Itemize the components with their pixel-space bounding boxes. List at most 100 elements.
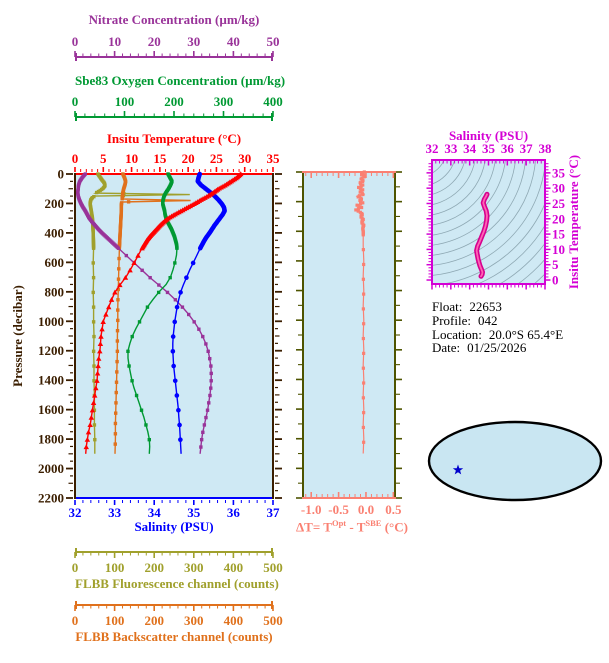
series-nitrate [76, 172, 213, 454]
fluorescence-ruler: 0 100 200 300 400 500 [72, 548, 283, 575]
svg-text:25: 25 [552, 196, 566, 211]
series-temperature [83, 171, 244, 454]
info-float: Float: 22653 [432, 299, 502, 314]
svg-text:100: 100 [105, 560, 125, 575]
svg-text:0.5: 0.5 [385, 502, 402, 517]
svg-text:33: 33 [108, 505, 122, 520]
nitrate-ruler: 0 10 20 30 40 50 [72, 34, 280, 61]
svg-text:36: 36 [227, 505, 241, 520]
svg-text:200: 200 [144, 613, 164, 628]
pressure-axis: 0 200 400 600 800 1000 1200 1400 1600 1800 2000 220… [10, 167, 282, 506]
delta-panel: -1.0 -0.5 0.0 0.5 [296, 170, 402, 517]
svg-text:Pressure (decibar): Pressure (decibar) [10, 285, 25, 387]
oxygen-ruler: 0 100 200 300 400 [72, 94, 283, 121]
svg-text:37: 37 [520, 141, 534, 156]
svg-text:-1.0: -1.0 [301, 502, 322, 517]
svg-text:500: 500 [263, 613, 283, 628]
svg-text:0: 0 [72, 560, 79, 575]
float-info-block: Float: 22653 Profile: 042 Location: 20.0°S … [432, 300, 563, 355]
svg-text:300: 300 [214, 94, 234, 109]
axis-title-oxygen: Sbe83 Oxygen Concentration (µm/kg) [75, 73, 286, 88]
svg-text:25: 25 [210, 151, 224, 166]
svg-text:50: 50 [267, 34, 280, 49]
axis-title-temperature: Insitu Temperature (°C) [106, 131, 242, 146]
axis-title-fluorescence: FLBB Fluorescence channel (counts) [75, 576, 279, 591]
svg-text:34: 34 [463, 141, 477, 156]
svg-text:5: 5 [552, 257, 559, 272]
svg-text:800: 800 [45, 284, 65, 299]
svg-text:-0.5: -0.5 [328, 502, 349, 517]
svg-text:33: 33 [444, 141, 458, 156]
series-salinity [170, 171, 227, 454]
salinity-axis: 32 33 34 35 36 37 [69, 500, 281, 520]
world-map [427, 420, 603, 502]
svg-text:2000: 2000 [38, 461, 64, 476]
float-location-star-icon [452, 464, 464, 475]
svg-text:36: 36 [501, 141, 515, 156]
svg-text:0: 0 [72, 94, 79, 109]
delta-panel-background [303, 172, 395, 498]
backscatter-ruler: 0 100 200 300 400 500 [72, 601, 283, 628]
info-profile: Profile: 042 [432, 312, 498, 328]
svg-text:30: 30 [187, 34, 200, 49]
svg-text:2200: 2200 [38, 491, 64, 506]
ts-diagram-title: Salinity (PSU) [448, 128, 529, 143]
axis-title-delta-t: ΔT= TOpt - TSBE (°C) [296, 518, 408, 535]
svg-text:100: 100 [115, 94, 135, 109]
svg-text:400: 400 [224, 560, 244, 575]
svg-text:Insitu Temperature (°C): Insitu Temperature (°C) [566, 155, 581, 289]
svg-text:1200: 1200 [38, 343, 64, 358]
info-location: Location: 20.0°S 65.4°E [432, 326, 564, 342]
svg-text:40: 40 [227, 34, 240, 49]
svg-text:0: 0 [72, 613, 79, 628]
svg-text:30: 30 [552, 181, 565, 196]
svg-text:20: 20 [552, 211, 565, 226]
series-delta-t [354, 170, 367, 454]
svg-text:35: 35 [552, 165, 566, 180]
svg-text:300: 300 [184, 613, 204, 628]
svg-text:400: 400 [45, 225, 65, 240]
svg-text:200: 200 [144, 560, 164, 575]
svg-text:1000: 1000 [38, 314, 64, 329]
axis-title-salinity: Salinity (PSU) [134, 519, 214, 534]
svg-text:1800: 1800 [38, 432, 64, 447]
svg-text:600: 600 [45, 255, 65, 270]
ts-curve [474, 191, 490, 279]
svg-text:32: 32 [69, 505, 82, 520]
svg-text:35: 35 [482, 141, 496, 156]
svg-text:0: 0 [552, 273, 559, 288]
svg-text:38: 38 [539, 141, 553, 156]
svg-text:35: 35 [187, 505, 201, 520]
temperature-axis: 0 5 10 15 20 25 30 35 [72, 151, 280, 172]
svg-text:0: 0 [58, 167, 65, 182]
svg-text:0.0: 0.0 [358, 502, 374, 517]
svg-text:10: 10 [108, 34, 121, 49]
svg-text:32: 32 [426, 141, 439, 156]
svg-text:400: 400 [263, 94, 283, 109]
svg-text:10: 10 [552, 242, 565, 257]
axis-title-backscatter: FLBB Backscatter channel (counts) [75, 629, 273, 644]
svg-text:1600: 1600 [38, 402, 64, 417]
svg-text:30: 30 [238, 151, 251, 166]
svg-text:400: 400 [224, 613, 244, 628]
svg-text:300: 300 [184, 560, 204, 575]
svg-text:500: 500 [263, 560, 283, 575]
svg-text:100: 100 [105, 613, 125, 628]
svg-text:37: 37 [267, 505, 281, 520]
svg-text:1400: 1400 [38, 373, 64, 388]
svg-text:200: 200 [45, 196, 65, 211]
svg-text:10: 10 [125, 151, 138, 166]
svg-text:34: 34 [148, 505, 162, 520]
info-date: Date: 01/25/2026 [432, 340, 527, 356]
axis-title-nitrate: Nitrate Concentration (µm/kg) [88, 12, 260, 27]
svg-text:0: 0 [72, 34, 79, 49]
svg-text:5: 5 [100, 151, 107, 166]
series-backscatter [113, 172, 191, 454]
svg-text:35: 35 [267, 151, 281, 166]
svg-text:20: 20 [182, 151, 195, 166]
svg-text:15: 15 [153, 151, 167, 166]
svg-text:0: 0 [72, 151, 79, 166]
